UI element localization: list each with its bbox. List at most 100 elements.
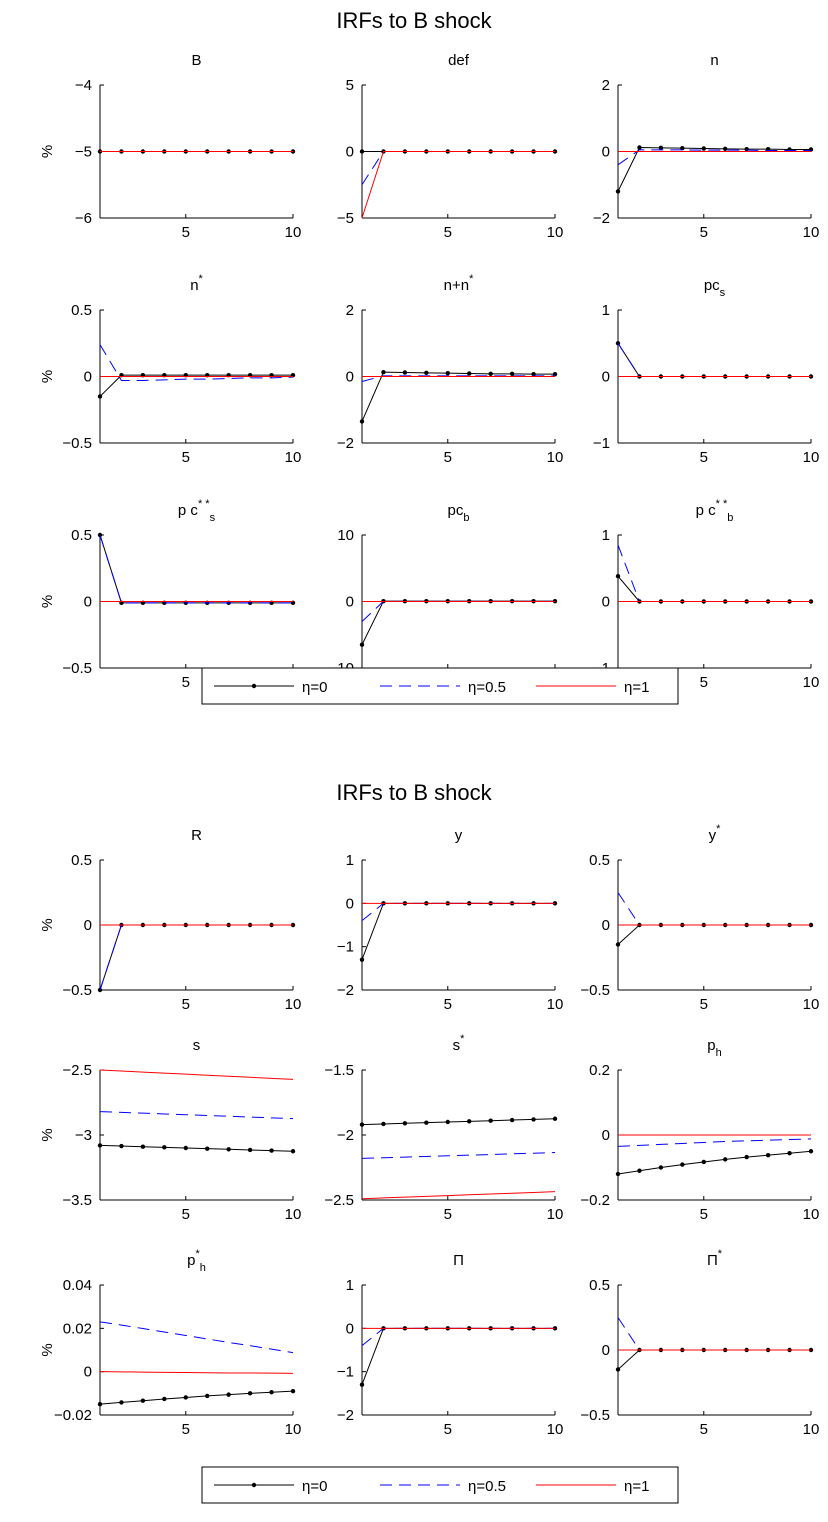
series-point <box>226 1147 231 1152</box>
series-point <box>183 1395 188 1400</box>
panel-title: R <box>191 827 202 844</box>
panel-pc-s: −1 0 1 5 10 pcs <box>593 277 819 466</box>
y-tick-label: 0 <box>84 369 92 386</box>
panel-title: p c* *b <box>696 498 734 524</box>
y-axis-label: % <box>39 918 56 931</box>
panel-p-h: −0.2 0 0.2 5 10 ph <box>580 1037 819 1223</box>
series-line <box>617 924 811 945</box>
x-tick-label: 10 <box>285 1206 302 1223</box>
series-line <box>99 1321 294 1354</box>
series-line <box>617 1138 812 1147</box>
series-point <box>658 1165 664 1170</box>
x-tick-label: 10 <box>547 996 564 1013</box>
series-point <box>247 1391 253 1396</box>
series-line <box>99 1371 294 1374</box>
series-line <box>361 1191 556 1200</box>
panel-title: n+n* <box>444 273 474 294</box>
series-point <box>247 1147 253 1153</box>
series-point <box>531 371 536 377</box>
series-point <box>359 957 365 962</box>
series-line <box>361 375 555 382</box>
panel-: −2 −1 0 1 5 10 Π <box>337 1252 563 1438</box>
y-tick-label: −0.5 <box>62 660 92 677</box>
y-tick-label: 5 <box>346 77 354 94</box>
series-point <box>140 1398 146 1403</box>
series-point <box>488 1118 493 1123</box>
legend: η=0 η=0.5 η=1 <box>201 667 679 705</box>
series-point <box>445 1119 450 1125</box>
y-tick-label: 0 <box>602 144 610 161</box>
y-tick-label: 0.5 <box>589 852 610 869</box>
panel-title: n <box>710 52 718 69</box>
series-line <box>361 902 555 960</box>
x-tick-label: 10 <box>547 224 564 241</box>
y-tick-label: −2 <box>337 1407 354 1424</box>
series-point <box>424 370 429 376</box>
x-tick-label: 10 <box>803 996 820 1013</box>
x-tick-label: 5 <box>700 996 708 1013</box>
x-tick-label: 5 <box>182 1421 190 1438</box>
series-line <box>617 575 811 602</box>
panel-p-star-h: −0.02 0 0.02 0.04 5 10% p*h <box>39 1248 301 1438</box>
panel-n: −2 0 2 5 10 n <box>593 52 819 241</box>
y-tick-label: 0 <box>84 594 92 611</box>
series-line <box>99 534 293 604</box>
x-tick-label: 10 <box>803 224 820 241</box>
x-tick-label: 5 <box>700 1421 708 1438</box>
series-point <box>744 1154 749 1160</box>
series-line <box>617 544 811 602</box>
y-tick-label: 1 <box>602 527 610 544</box>
series-line <box>361 151 555 186</box>
y-axis-label: % <box>39 145 56 158</box>
x-tick-label: 10 <box>547 1421 564 1438</box>
series-point <box>359 149 365 154</box>
y-tick-label: −0.5 <box>580 982 610 999</box>
panel-title: p*h <box>187 1248 206 1274</box>
y-tick-label: −2.5 <box>62 1062 92 1079</box>
series-point <box>119 1143 124 1149</box>
panel-y-star: −0.5 0 0.5 5 10 y* <box>580 823 819 1013</box>
series-line <box>99 1390 294 1405</box>
x-tick-label: 5 <box>444 224 452 241</box>
series-point <box>140 1144 146 1149</box>
y-tick-label: −3 <box>75 1127 92 1144</box>
series-point <box>615 1367 621 1372</box>
panel-pc-b: −10010510pcb <box>329 502 564 691</box>
series-point <box>381 369 386 375</box>
series-line <box>617 892 811 926</box>
legend: η=0 η=0.5 η=1 <box>201 1466 679 1504</box>
panel-n+n-star: −2 0 2 5 10 n+n* <box>337 273 563 466</box>
series-point <box>552 371 558 377</box>
y-tick-label: −6 <box>75 210 92 227</box>
series-line <box>99 924 293 991</box>
series-line <box>617 149 811 166</box>
y-tick-label: 2 <box>346 302 354 319</box>
y-axis-label: % <box>39 370 56 383</box>
y-tick-label: 0 <box>602 917 610 934</box>
series-line <box>99 534 293 604</box>
y-tick-label: −0.5 <box>62 435 92 452</box>
panel-R: −0.5 0 0.5 5 10% R <box>39 827 301 1013</box>
y-tick-label: 0 <box>602 369 610 386</box>
series-line <box>361 1118 556 1126</box>
x-tick-label: 5 <box>700 224 708 241</box>
y-tick-label: −1 <box>593 435 610 452</box>
series-line <box>617 147 811 192</box>
y-tick-label: −5 <box>337 210 354 227</box>
series-line <box>99 1111 294 1120</box>
y-tick-label: 0 <box>84 917 92 934</box>
series-line <box>361 371 555 422</box>
x-tick-label: 5 <box>182 674 190 691</box>
y-tick-label: −0.2 <box>580 1192 610 1209</box>
panel-title: p c* *s <box>178 498 216 524</box>
series-point <box>509 371 515 377</box>
x-tick-label: 10 <box>285 449 302 466</box>
x-tick-label: 10 <box>547 449 564 466</box>
y-tick-label: −3.5 <box>62 1192 92 1209</box>
legend-marker <box>251 1482 257 1488</box>
series-point <box>97 1401 103 1407</box>
figure-title: IRFs to B shock <box>336 8 492 33</box>
series-point <box>402 1121 408 1126</box>
